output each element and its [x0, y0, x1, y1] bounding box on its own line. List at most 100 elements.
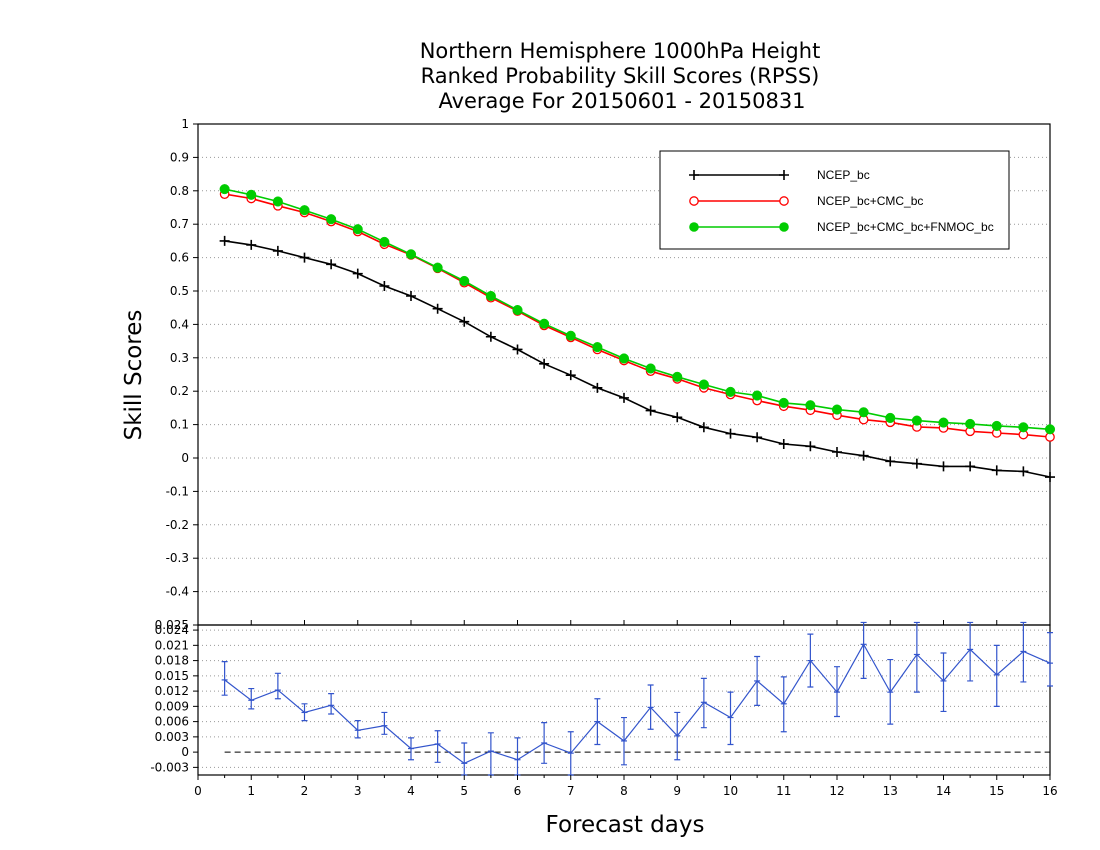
y-tick-label: 0	[181, 745, 189, 759]
error-bar	[328, 693, 335, 715]
error-bar	[913, 621, 920, 693]
y-tick-label: 0.006	[155, 715, 189, 729]
y-tick-label: 0.5	[170, 284, 189, 298]
title-line-2: Ranked Probability Skill Scores (RPSS)	[421, 64, 820, 88]
y-tick-label: 0.018	[155, 654, 189, 668]
x-axis: 0 1 2 3 4 5 6 7 8 9 10 11 12 13 14 15 16	[194, 620, 1058, 798]
y-tick-label: 0.015	[155, 669, 189, 683]
data-point	[565, 370, 576, 381]
error-bar	[434, 730, 441, 763]
error-bar	[487, 732, 494, 776]
x-tick-label: 16	[1042, 784, 1057, 798]
data-point	[885, 456, 896, 467]
legend-label: NCEP_bc+CMC_bc	[817, 194, 923, 208]
data-point	[725, 386, 736, 397]
x-tick-label: 7	[567, 784, 575, 798]
data-point	[326, 259, 337, 270]
data-point	[592, 382, 603, 393]
data-point	[991, 465, 1002, 476]
data-point	[272, 196, 283, 207]
data-point	[592, 342, 603, 353]
data-point	[938, 417, 949, 428]
error-bar	[700, 677, 707, 729]
data-point	[672, 412, 683, 423]
error-bar	[274, 672, 281, 700]
title-line-3: Average For 20150601 - 20150831	[438, 89, 805, 113]
difference-series	[221, 621, 1053, 776]
data-point	[246, 189, 257, 200]
data-point	[805, 441, 816, 452]
x-tick-label: 10	[723, 784, 738, 798]
data-point	[672, 371, 683, 382]
data-point	[246, 239, 257, 250]
error-bar	[940, 652, 947, 713]
data-point	[805, 400, 816, 411]
data-point	[432, 262, 443, 273]
x-tick-label: 15	[989, 784, 1004, 798]
legend-marker	[779, 196, 789, 206]
error-bar	[381, 711, 388, 735]
data-point	[858, 407, 869, 418]
data-point	[219, 235, 230, 246]
y-tick-label: 0.021	[155, 638, 189, 652]
data-point	[1018, 422, 1029, 433]
y-tick-label: -0.2	[166, 518, 189, 532]
data-point	[858, 450, 869, 461]
top-panel: -0.4 -0.3 -0.2 -0.1 0 0.1 0.2 0.3 0.4 0.5 0.6 0.7 0.…	[166, 117, 1056, 626]
data-point	[539, 318, 550, 329]
data-point	[299, 205, 310, 216]
data-point	[326, 214, 337, 225]
x-tick-label: 4	[407, 784, 415, 798]
legend-marker	[689, 196, 699, 206]
data-point	[485, 290, 496, 302]
error-bar	[514, 737, 521, 776]
chart-title: Northern Hemisphere 1000hPa Height Ranke…	[420, 39, 821, 113]
y-tick-label: 0.024	[155, 623, 189, 637]
data-point	[885, 412, 896, 423]
y-tick-label: 0.7	[170, 217, 189, 231]
legend-label: NCEP_bc+CMC_bc+FNMOC_bc	[817, 220, 994, 234]
data-point	[831, 404, 843, 415]
title-line-1: Northern Hemisphere 1000hPa Height	[420, 39, 821, 63]
series-NCEP_bc+CMC_bc+FNMOC_bc	[219, 184, 1056, 435]
data-point	[352, 268, 363, 279]
data-point	[991, 420, 1002, 431]
data-point	[405, 249, 417, 260]
x-tick-label: 12	[829, 784, 844, 798]
y-tick-label: 0.003	[155, 730, 189, 744]
error-bar	[993, 644, 1000, 707]
x-tick-label: 8	[620, 784, 628, 798]
legend-box	[659, 150, 1010, 250]
data-point	[645, 363, 656, 374]
data-point	[512, 344, 523, 355]
series-NCEP_bc	[219, 235, 1055, 483]
y-tick-label: 0.1	[170, 418, 189, 432]
data-point	[1044, 424, 1056, 435]
x-tick-label: 14	[936, 784, 951, 798]
data-point	[965, 418, 976, 429]
data-point	[219, 184, 230, 195]
y-tick-label: 0.4	[170, 317, 189, 331]
y-tick-label: -0.4	[166, 585, 189, 599]
y-tick-label: -0.1	[166, 484, 189, 498]
data-point	[539, 358, 550, 369]
series-line	[224, 240, 1051, 478]
data-point	[512, 304, 523, 316]
data-point	[1018, 466, 1029, 477]
data-point	[485, 331, 496, 342]
data-point	[432, 303, 443, 314]
data-point	[272, 245, 283, 256]
error-bar	[1020, 621, 1027, 683]
data-point	[832, 446, 842, 457]
error-bar	[860, 621, 867, 679]
legend-marker	[779, 222, 789, 232]
y-tick-label: 0.8	[170, 184, 189, 198]
data-point	[459, 275, 470, 287]
y-tick-label: 0	[181, 451, 189, 465]
x-tick-label: 13	[883, 784, 898, 798]
error-bar	[221, 661, 228, 696]
error-bar	[1047, 632, 1053, 687]
y-axis-label: Skill Scores	[121, 310, 147, 441]
error-bar	[248, 687, 255, 710]
